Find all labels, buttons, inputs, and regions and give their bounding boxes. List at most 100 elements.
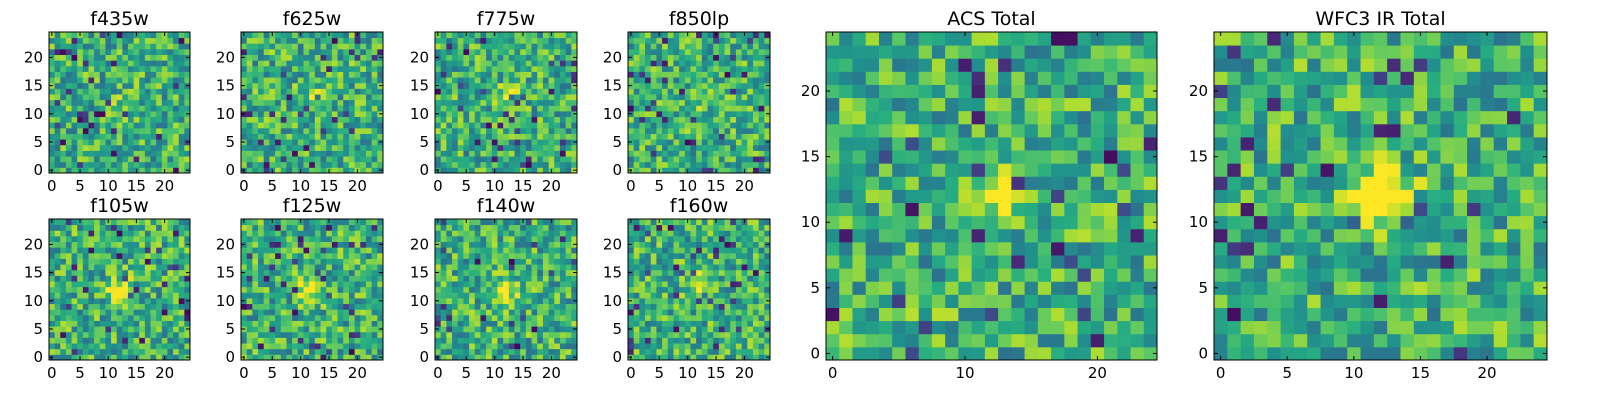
heatmap-cell <box>633 297 640 305</box>
heatmap-cell <box>548 275 555 282</box>
heatmap-cell <box>514 116 521 123</box>
heatmap-cell <box>565 43 572 50</box>
heatmap-cell <box>314 320 321 327</box>
heatmap-cell <box>435 292 442 299</box>
heatmap-cell <box>554 247 561 254</box>
heatmap-cell <box>435 65 442 72</box>
heatmap-cell <box>263 77 270 84</box>
heatmap-cell <box>542 247 550 254</box>
heatmap-cell <box>486 65 493 72</box>
heatmap-cell <box>491 303 498 310</box>
heatmap-cell <box>292 292 299 299</box>
heatmap-cell <box>520 275 527 282</box>
heatmap-cell <box>111 99 118 106</box>
heatmap-cell <box>122 48 129 56</box>
heatmap-cell <box>559 224 567 231</box>
heatmap-cell <box>161 43 168 50</box>
heatmap-cell <box>105 326 112 333</box>
heatmap-cell <box>292 156 299 163</box>
heatmap-cell <box>82 264 89 271</box>
heatmap-cell <box>161 37 168 44</box>
heatmap-cell <box>690 116 697 123</box>
heatmap-cell <box>452 32 459 39</box>
heatmap-cell <box>77 230 84 237</box>
heatmap-cell <box>559 241 567 248</box>
heatmap-cell <box>440 219 447 226</box>
heatmap-cell <box>320 337 327 344</box>
heatmap-cell <box>116 314 123 321</box>
heatmap-cell <box>457 127 464 134</box>
heatmap-cell <box>662 303 669 310</box>
heatmap-cell <box>354 60 361 67</box>
heatmap-cell <box>559 230 567 237</box>
heatmap-cell <box>320 297 327 305</box>
heatmap-cell <box>258 116 265 123</box>
heatmap-cell <box>331 303 339 310</box>
heatmap-cell <box>559 292 567 299</box>
heatmap-cell <box>263 303 270 310</box>
heatmap-cell <box>252 156 259 163</box>
heatmap-cell <box>116 116 123 123</box>
heatmap-cell <box>491 161 498 168</box>
heatmap-cell <box>246 144 253 151</box>
heatmap-cell <box>297 54 304 61</box>
heatmap-cell <box>337 127 344 134</box>
heatmap-cell <box>747 150 754 157</box>
heatmap-cell <box>360 94 367 101</box>
heatmap-cell <box>320 252 327 259</box>
heatmap-cell <box>111 264 118 271</box>
heatmap-cell <box>440 224 447 231</box>
heatmap-cell <box>571 337 578 344</box>
heatmap-cell <box>639 275 646 282</box>
y-tick-label: 10 <box>216 105 235 123</box>
heatmap-cell <box>679 167 686 174</box>
heatmap-cell <box>49 105 56 112</box>
heatmap-cell <box>480 60 487 67</box>
heatmap-cell <box>122 286 129 293</box>
heatmap-cell <box>537 309 544 316</box>
heatmap-cell <box>503 99 510 106</box>
heatmap-cell <box>292 32 299 39</box>
heatmap-cell <box>469 116 476 123</box>
heatmap-cell <box>65 297 73 305</box>
heatmap-cell <box>286 230 293 237</box>
heatmap-cell <box>309 110 316 118</box>
heatmap-cell <box>463 77 470 84</box>
heatmap-cell <box>280 122 287 129</box>
heatmap-cell <box>343 161 350 168</box>
heatmap-cell <box>111 314 118 321</box>
heatmap-cell <box>326 230 333 237</box>
heatmap-cell <box>111 54 118 61</box>
heatmap-cell <box>713 116 720 123</box>
heatmap-cell <box>514 161 521 168</box>
heatmap-cell <box>514 292 521 299</box>
heatmap-cell <box>275 54 282 61</box>
heatmap-cell <box>275 161 282 168</box>
heatmap-cell <box>514 43 521 50</box>
heatmap-cell <box>645 32 652 39</box>
heatmap-cell <box>139 309 146 316</box>
heatmap-cell <box>343 122 350 129</box>
heatmap-cell <box>741 150 748 157</box>
heatmap-cell <box>724 354 731 361</box>
heatmap-cell <box>144 127 151 134</box>
heatmap-cell <box>258 337 265 344</box>
heatmap-cell <box>559 286 567 293</box>
heatmap-cell <box>309 116 316 123</box>
heatmap-cell <box>65 269 73 276</box>
heatmap-cell <box>525 167 533 174</box>
heatmap-cell <box>645 139 652 146</box>
heatmap-cell <box>662 105 669 112</box>
heatmap-cell <box>457 252 464 259</box>
heatmap-cell <box>94 161 101 168</box>
heatmap-cell <box>337 167 344 174</box>
heatmap-cell <box>514 224 521 231</box>
heatmap-cell <box>701 139 708 146</box>
heatmap-cell <box>735 99 743 106</box>
heatmap-cell <box>503 161 510 168</box>
heatmap-cell <box>116 219 123 226</box>
heatmap-cell <box>377 320 384 327</box>
heatmap-cell <box>263 264 270 271</box>
heatmap-cell <box>65 122 73 129</box>
heatmap-cell <box>486 43 493 50</box>
